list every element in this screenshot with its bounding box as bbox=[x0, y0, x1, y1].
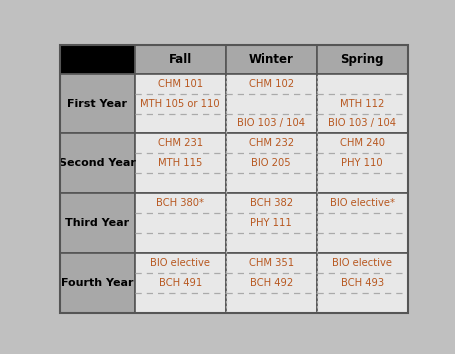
Text: First Year: First Year bbox=[67, 98, 127, 109]
Text: BCH 380*: BCH 380* bbox=[156, 198, 204, 208]
Bar bbox=[134, 133, 225, 193]
Text: CHM 240: CHM 240 bbox=[339, 138, 384, 148]
Bar bbox=[316, 253, 407, 313]
Text: Winter: Winter bbox=[248, 53, 293, 65]
Text: BIO 103 / 104: BIO 103 / 104 bbox=[237, 119, 304, 129]
Text: MTH 112: MTH 112 bbox=[339, 98, 384, 109]
Bar bbox=[225, 133, 316, 193]
Bar bbox=[134, 193, 225, 253]
Text: BCH 382: BCH 382 bbox=[249, 198, 292, 208]
Bar bbox=[60, 133, 134, 193]
Bar bbox=[316, 193, 407, 253]
Text: Second Year: Second Year bbox=[59, 158, 135, 169]
Bar bbox=[316, 45, 407, 74]
Text: CHM 101: CHM 101 bbox=[157, 79, 202, 88]
Text: BIO 205: BIO 205 bbox=[251, 158, 290, 169]
Text: BCH 491: BCH 491 bbox=[158, 278, 201, 288]
Bar bbox=[134, 74, 225, 133]
Text: MTH 115: MTH 115 bbox=[157, 158, 202, 169]
Text: PHY 110: PHY 110 bbox=[341, 158, 382, 169]
Text: Third Year: Third Year bbox=[65, 218, 129, 228]
Text: CHM 232: CHM 232 bbox=[248, 138, 293, 148]
Text: BCH 492: BCH 492 bbox=[249, 278, 292, 288]
Bar bbox=[225, 74, 316, 133]
Text: MTH 105 or 110: MTH 105 or 110 bbox=[140, 98, 219, 109]
Bar bbox=[225, 193, 316, 253]
Text: CHM 351: CHM 351 bbox=[248, 258, 293, 268]
Text: CHM 231: CHM 231 bbox=[157, 138, 202, 148]
Bar bbox=[60, 253, 134, 313]
Text: CHM 102: CHM 102 bbox=[248, 79, 293, 88]
Text: Fourth Year: Fourth Year bbox=[61, 278, 133, 288]
Bar bbox=[225, 253, 316, 313]
Text: PHY 111: PHY 111 bbox=[250, 218, 292, 228]
Text: Spring: Spring bbox=[340, 53, 383, 65]
Text: BIO elective: BIO elective bbox=[331, 258, 391, 268]
Text: BCH 493: BCH 493 bbox=[340, 278, 383, 288]
Bar bbox=[316, 133, 407, 193]
Bar bbox=[134, 253, 225, 313]
Bar bbox=[134, 45, 225, 74]
Text: BIO elective*: BIO elective* bbox=[329, 198, 394, 208]
Text: BIO 103 / 104: BIO 103 / 104 bbox=[328, 119, 395, 129]
Bar bbox=[60, 45, 134, 74]
Bar bbox=[225, 45, 316, 74]
Text: BIO elective: BIO elective bbox=[150, 258, 210, 268]
Text: Fall: Fall bbox=[168, 53, 192, 65]
Bar bbox=[60, 193, 134, 253]
Bar bbox=[316, 74, 407, 133]
Bar bbox=[60, 74, 134, 133]
